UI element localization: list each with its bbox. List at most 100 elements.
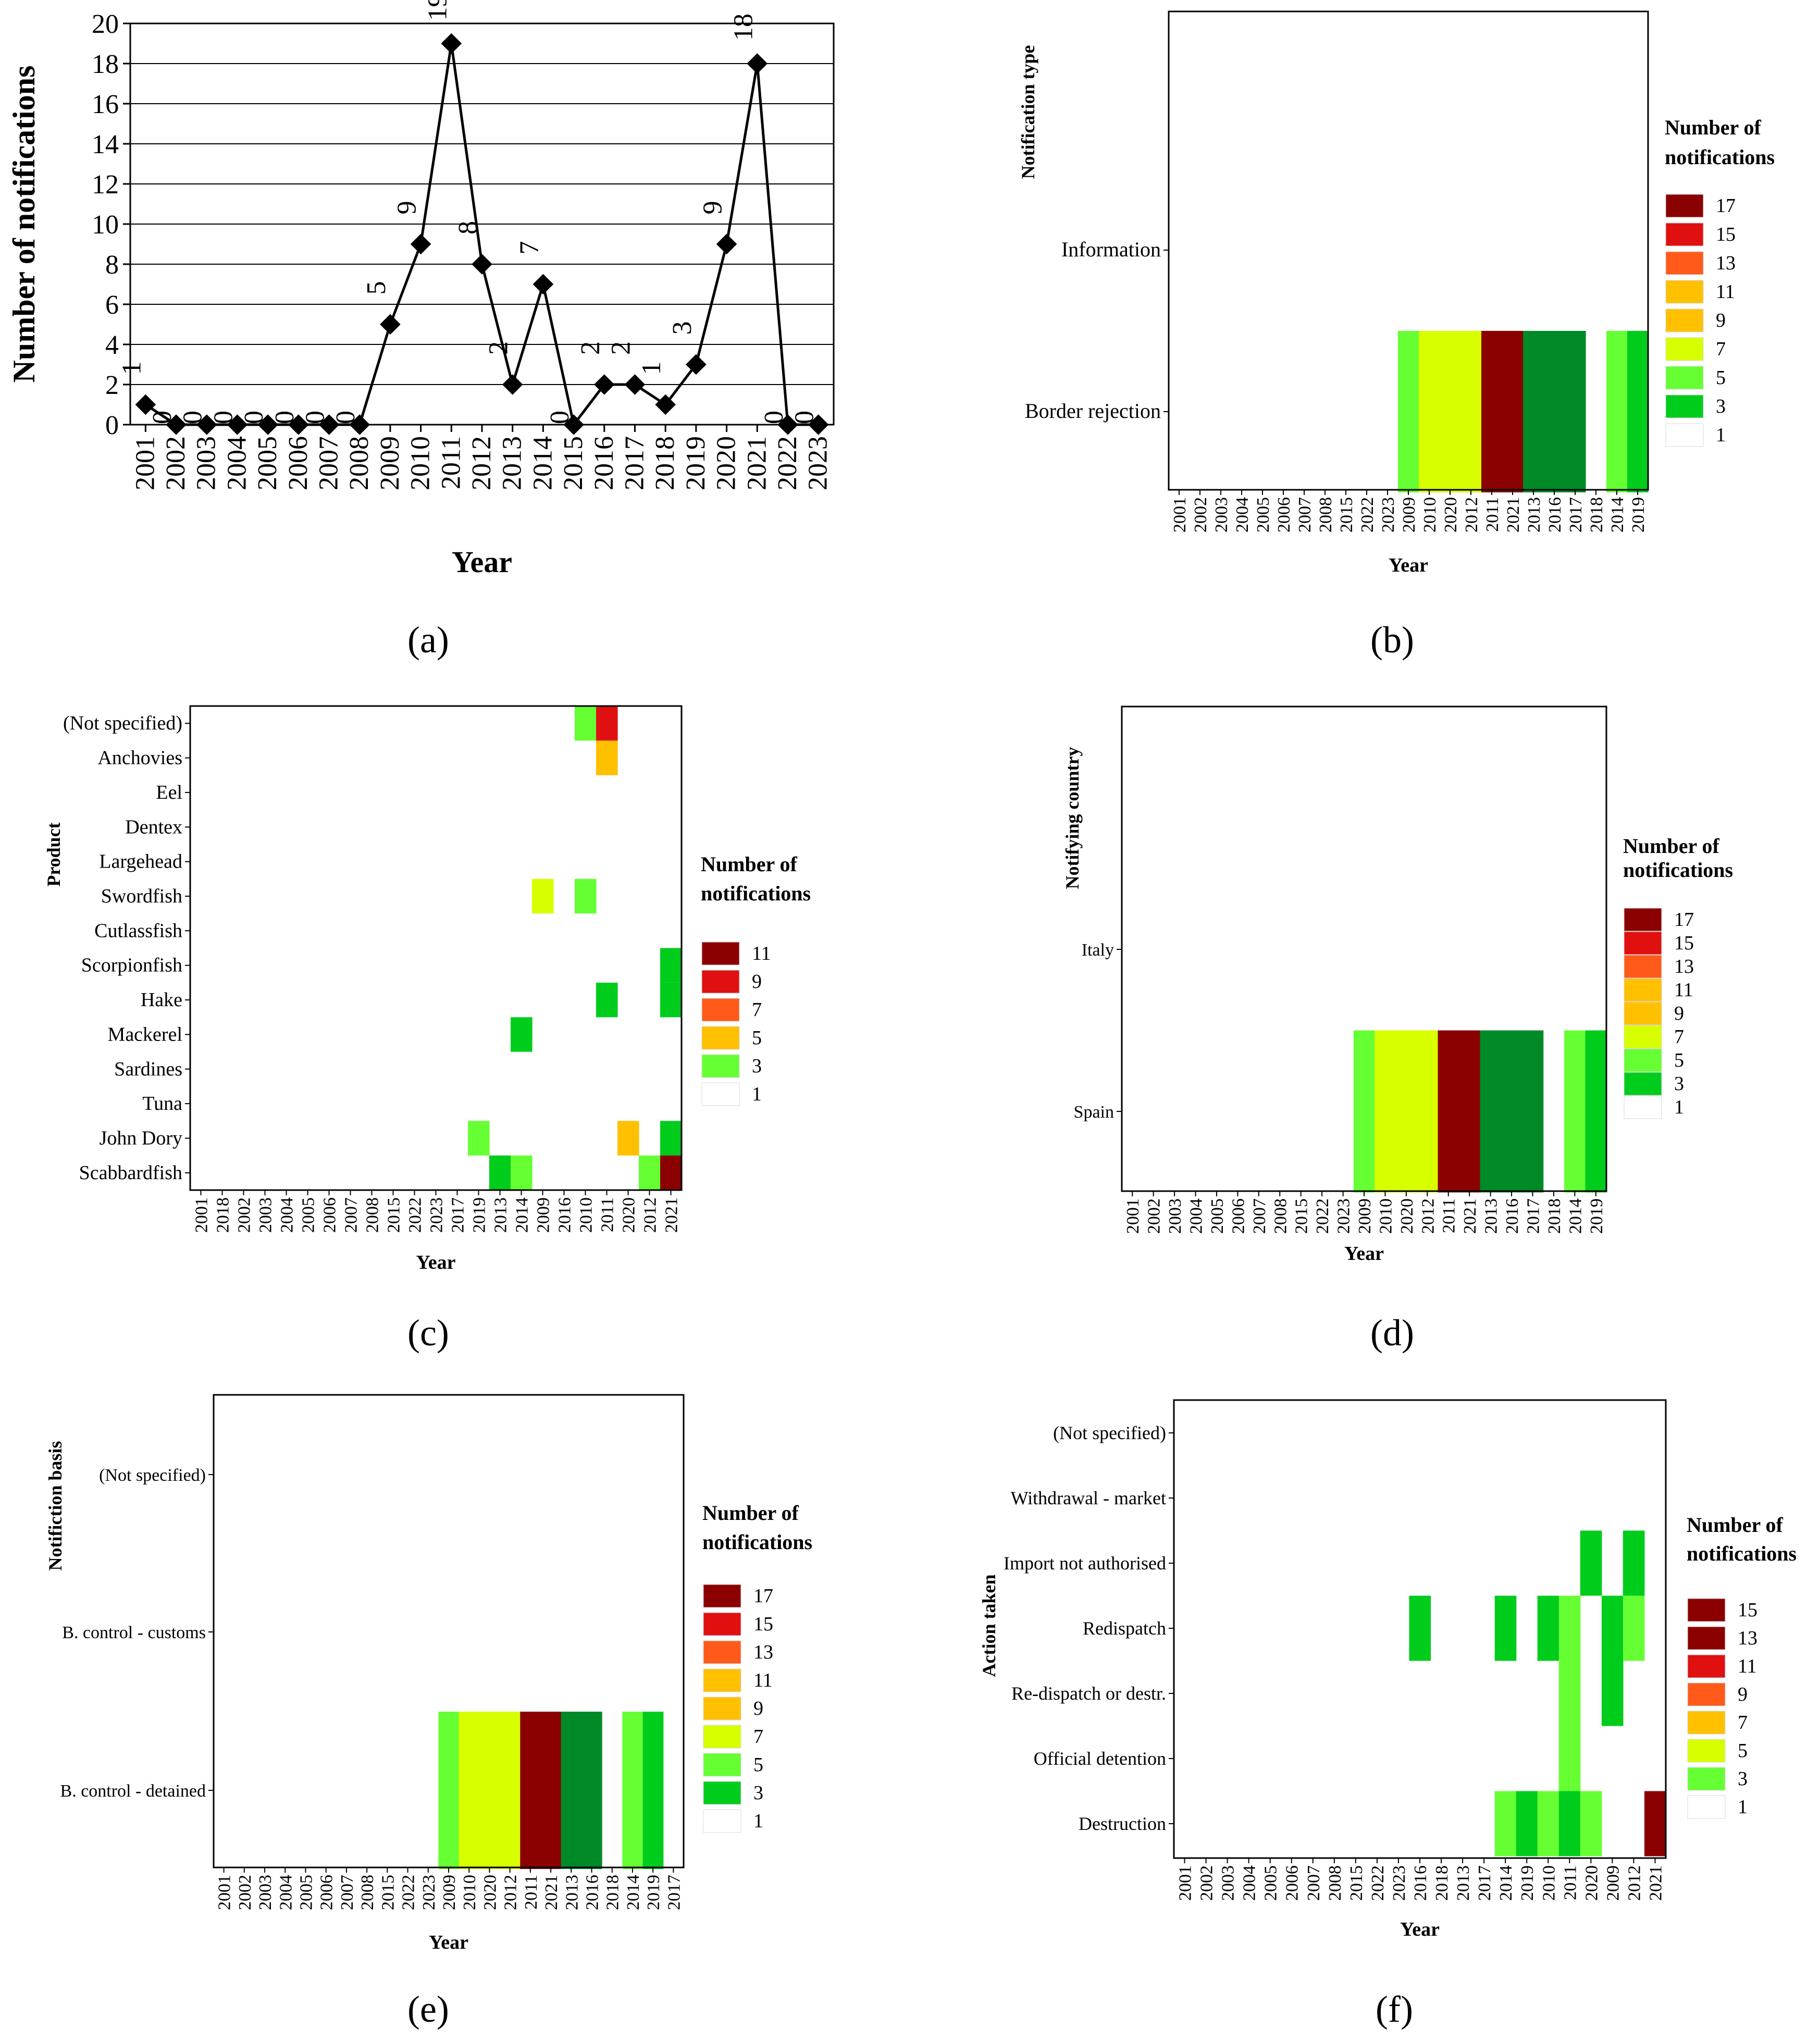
e-col-label: 2015 xyxy=(378,1875,398,1910)
d-col-label: 2019 xyxy=(1587,1198,1606,1234)
c-legend-title: notifications xyxy=(701,882,811,905)
d-row-label: Spain xyxy=(1074,1103,1114,1122)
d-legend-swatch xyxy=(1624,1001,1662,1025)
a-data-point xyxy=(808,414,829,435)
f-legend-swatch xyxy=(1687,1711,1726,1735)
b-legend-label: 3 xyxy=(1716,395,1726,417)
a-xtick-label: 2011 xyxy=(436,436,466,489)
c-heat-cell xyxy=(660,948,682,983)
b-legend-swatch xyxy=(1665,280,1704,304)
b-heat-cell xyxy=(1606,331,1628,492)
f-col-label: 2021 xyxy=(1646,1865,1665,1901)
e-legend-swatch xyxy=(703,1809,741,1833)
b-legend-label: 5 xyxy=(1716,367,1726,389)
a-data-label: 8 xyxy=(453,221,483,234)
d-legend-label: 9 xyxy=(1674,1003,1684,1024)
d-col-label: 2003 xyxy=(1166,1198,1185,1234)
c-heat-cell xyxy=(511,1155,533,1190)
d-xlabel: Year xyxy=(1344,1243,1384,1265)
b-heat-cell xyxy=(1460,331,1482,492)
f-xlabel: Year xyxy=(1400,1919,1440,1940)
f-col-label: 2006 xyxy=(1283,1865,1302,1901)
d-col-label: 2012 xyxy=(1418,1198,1438,1234)
a-data-point xyxy=(441,33,462,54)
b-col-label: 2009 xyxy=(1400,497,1419,533)
f-heat-cell xyxy=(1537,1595,1559,1661)
a-data-point xyxy=(227,414,248,435)
b-col-label: 2015 xyxy=(1337,497,1356,533)
b-col-label: 2002 xyxy=(1191,497,1210,533)
f-legend-swatch xyxy=(1687,1598,1726,1622)
c-legend-title: Number of xyxy=(701,852,797,876)
e-col-label: 2004 xyxy=(276,1875,295,1910)
f-col-label: 2023 xyxy=(1390,1865,1409,1901)
e-heat-cell xyxy=(438,1712,460,1869)
e-row-label: B. control - detained xyxy=(60,1781,206,1801)
c-col-label: 2004 xyxy=(278,1197,297,1233)
f-col-label: 2009 xyxy=(1603,1865,1623,1901)
a-ytick-label: 16 xyxy=(92,90,119,119)
e-heat-cell xyxy=(642,1712,664,1869)
f-heat-cell xyxy=(1516,1791,1538,1857)
f-legend-label: 1 xyxy=(1738,1796,1748,1818)
d-col-label: 2007 xyxy=(1250,1198,1269,1234)
c-heat-cell xyxy=(660,1155,682,1190)
a-data-point xyxy=(135,394,156,415)
b-heat-cell xyxy=(1544,331,1565,492)
e-xlabel: Year xyxy=(429,1932,468,1953)
b-legend-label: 1 xyxy=(1716,424,1726,446)
d-legend-label: 13 xyxy=(1674,956,1694,977)
a-data-point xyxy=(472,254,492,275)
a-ytick-label: 0 xyxy=(105,411,119,440)
a-data-point xyxy=(166,414,187,435)
d-heat-cell xyxy=(1585,1030,1607,1193)
a-data-point xyxy=(563,414,584,435)
c-legend-label: 11 xyxy=(752,943,771,964)
e-row-label: (Not specified) xyxy=(99,1466,206,1485)
c-col-label: 2013 xyxy=(491,1197,511,1233)
e-heat-cell xyxy=(459,1712,480,1869)
e-col-label: 2021 xyxy=(542,1875,561,1910)
c-col-label: 2021 xyxy=(662,1197,682,1233)
c-legend-swatch xyxy=(701,970,740,994)
d-col-label: 2006 xyxy=(1229,1198,1248,1234)
a-data-label: 0 xyxy=(331,411,361,424)
b-legend-swatch xyxy=(1665,308,1704,332)
b-row-label: Border rejection xyxy=(1025,399,1161,423)
d-col-label: 2010 xyxy=(1376,1198,1395,1234)
d-col-label: 2023 xyxy=(1334,1198,1354,1234)
a-data-label: 0 xyxy=(270,411,300,424)
d-row-label: Italy xyxy=(1082,940,1114,960)
b-legend-swatch xyxy=(1665,337,1704,361)
e-heat-cell xyxy=(540,1712,562,1869)
a-ytick-label: 18 xyxy=(92,49,119,79)
d-heat-cell xyxy=(1353,1030,1375,1193)
e-col-label: 2023 xyxy=(419,1875,439,1910)
d-col-label: 2021 xyxy=(1460,1198,1480,1234)
a-xtick-label: 2002 xyxy=(161,436,191,490)
a-data-point xyxy=(288,414,309,435)
c-col-label: 2009 xyxy=(534,1197,553,1233)
b-legend-label: 15 xyxy=(1716,224,1736,245)
e-heat-cell xyxy=(520,1712,541,1869)
f-row-label: Re-dispatch or destr. xyxy=(1011,1683,1166,1704)
d-col-label: 2001 xyxy=(1123,1198,1143,1234)
a-ytick-label: 12 xyxy=(92,170,119,200)
c-heat-cell xyxy=(575,706,597,741)
d-col-label: 2009 xyxy=(1355,1198,1375,1234)
f-row-label: (Not specified) xyxy=(1053,1422,1166,1443)
d-col-label: 2022 xyxy=(1313,1198,1332,1234)
c-legend-swatch xyxy=(701,998,740,1022)
d-heat-cell xyxy=(1522,1030,1544,1193)
e-heat-cell xyxy=(581,1712,602,1869)
f-heat-cell xyxy=(1494,1595,1517,1661)
a-data-point xyxy=(410,233,431,255)
e-legend-label: 11 xyxy=(753,1669,773,1691)
a-data-point xyxy=(593,374,615,395)
f-col-label: 2011 xyxy=(1561,1865,1580,1900)
c-legend-swatch xyxy=(701,1082,740,1106)
a-data-label: 0 xyxy=(208,411,238,424)
f-legend-label: 5 xyxy=(1738,1740,1748,1762)
a-data-label: 0 xyxy=(239,411,269,424)
f-legend-swatch xyxy=(1687,1682,1726,1706)
